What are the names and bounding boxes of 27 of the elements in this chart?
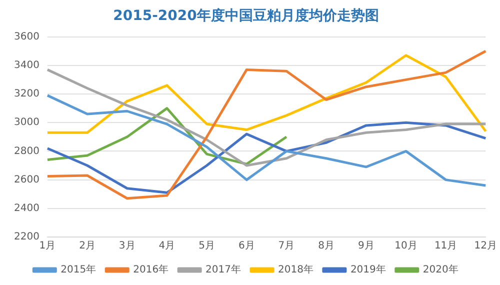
x-tick-label: 6月	[238, 240, 255, 252]
x-tick-label: 3月	[118, 240, 136, 252]
legend-label: 2017年	[206, 264, 242, 276]
x-tick-label: 7月	[278, 240, 295, 252]
legend-label: 2015年	[60, 264, 96, 276]
x-tick-label: 1月	[39, 240, 56, 252]
y-tick-label: 2800	[14, 146, 40, 157]
legend-label: 2018年	[278, 264, 314, 276]
x-tick-label: 2月	[79, 240, 96, 252]
x-tick-label: 11月	[434, 240, 458, 252]
y-tick-label: 3400	[14, 60, 40, 71]
x-tick-label: 12月	[474, 240, 498, 252]
x-tick-label: 9月	[358, 240, 374, 252]
x-tick-label: 5月	[198, 240, 215, 252]
legend-label: 2016年	[133, 264, 169, 276]
y-tick-label: 2600	[14, 174, 40, 186]
y-tick-label: 3200	[14, 88, 40, 100]
y-tick-label: 2400	[14, 202, 40, 214]
x-tick-label: 4月	[158, 240, 176, 252]
x-tick-label: 8月	[318, 240, 334, 252]
y-tick-label: 2200	[14, 232, 40, 243]
x-tick-label: 10月	[394, 240, 418, 252]
y-tick-label: 3600	[14, 31, 40, 42]
chart-title: 2015-2020年度中国豆粕月度均价走势图	[113, 7, 379, 24]
legend-label: 2019年	[350, 264, 386, 276]
legend-label: 2020年	[422, 264, 458, 276]
y-tick-label: 3000	[14, 117, 40, 128]
